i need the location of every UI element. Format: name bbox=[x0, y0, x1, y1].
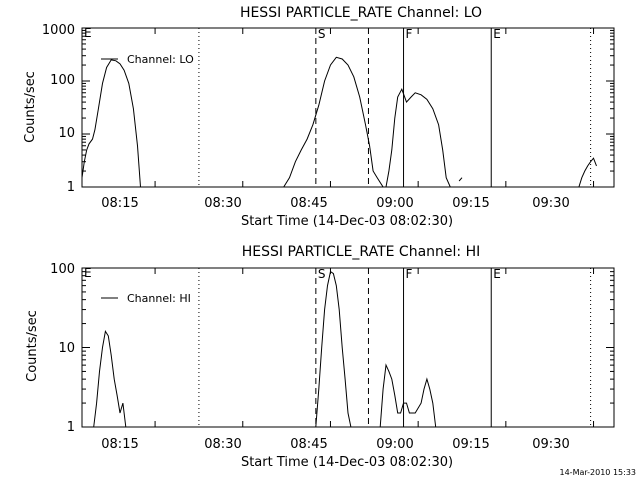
x-tick-label: 09:15 bbox=[452, 437, 489, 452]
x-tick-label: 08:15 bbox=[101, 196, 138, 211]
series-line bbox=[81, 59, 141, 188]
legend-label: Channel: HI bbox=[127, 292, 191, 305]
x-tick-labels: 08:15 08:30 08:45 09:00 09:15 09:30 bbox=[101, 437, 569, 452]
corner-label: E bbox=[84, 26, 92, 40]
x-tick-label: 08:45 bbox=[290, 196, 327, 211]
series-line bbox=[458, 177, 463, 182]
event-marker-label: S bbox=[318, 267, 326, 281]
y-tick-labels: 1 10 100 1000 bbox=[42, 23, 75, 195]
y-tick-label: 100 bbox=[50, 73, 75, 88]
event-marker-label: S bbox=[318, 27, 326, 41]
y-tick-label: 1000 bbox=[42, 23, 75, 38]
plot-frame bbox=[81, 27, 615, 188]
series-line bbox=[385, 87, 451, 188]
x-tick-label: 08:15 bbox=[101, 437, 138, 452]
y-tick-label: 1 bbox=[67, 420, 75, 435]
series-line bbox=[578, 157, 597, 188]
x-tick-label: 08:45 bbox=[290, 437, 327, 452]
event-marker-label: F bbox=[406, 27, 413, 41]
x-tick-label: 09:30 bbox=[532, 437, 569, 452]
series-line bbox=[283, 56, 384, 188]
timestamp: 14-Mar-2010 15:33 bbox=[560, 468, 637, 477]
event-marker-label: E bbox=[493, 27, 501, 41]
chart-title: HESSI PARTICLE_RATE Channel: HI bbox=[242, 244, 480, 260]
series-line bbox=[379, 363, 437, 428]
legend-label: Channel: LO bbox=[127, 53, 194, 66]
y-axis-label: Counts/sec bbox=[23, 71, 38, 143]
x-axis-label: Start Time (14-Dec-03 08:02:30) bbox=[241, 455, 453, 470]
event-marker-label: E bbox=[493, 267, 501, 281]
x-tick-label: 09:30 bbox=[532, 196, 569, 211]
y-tick-labels: 1 10 100 bbox=[50, 262, 75, 435]
corner-label: E bbox=[84, 266, 92, 280]
x-tick-label: 09:00 bbox=[376, 196, 413, 211]
x-tick-label: 09:00 bbox=[376, 437, 413, 452]
series-line bbox=[93, 329, 127, 428]
panel-hi: HESSI PARTICLE_RATE Channel: HI Counts/s… bbox=[25, 244, 615, 470]
y-tick-label: 100 bbox=[50, 262, 75, 277]
x-tick-label: 08:30 bbox=[204, 196, 241, 211]
event-marker-label: F bbox=[406, 267, 413, 281]
y-tick-label: 1 bbox=[67, 180, 75, 195]
y-tick-label: 10 bbox=[58, 341, 75, 356]
y-axis-label: Counts/sec bbox=[25, 310, 40, 382]
panel-lo: HESSI PARTICLE_RATE Channel: LO Counts/s… bbox=[23, 5, 615, 229]
x-tick-label: 09:15 bbox=[452, 196, 489, 211]
y-tick-label: 10 bbox=[58, 126, 75, 141]
x-tick-label: 08:30 bbox=[204, 437, 241, 452]
x-tick-labels: 08:15 08:30 08:45 09:00 09:15 09:30 bbox=[101, 196, 569, 211]
x-axis-label: Start Time (14-Dec-03 08:02:30) bbox=[241, 214, 453, 229]
chart-title: HESSI PARTICLE_RATE Channel: LO bbox=[240, 5, 482, 21]
plot-frame bbox=[81, 267, 615, 428]
series-line bbox=[315, 270, 352, 428]
